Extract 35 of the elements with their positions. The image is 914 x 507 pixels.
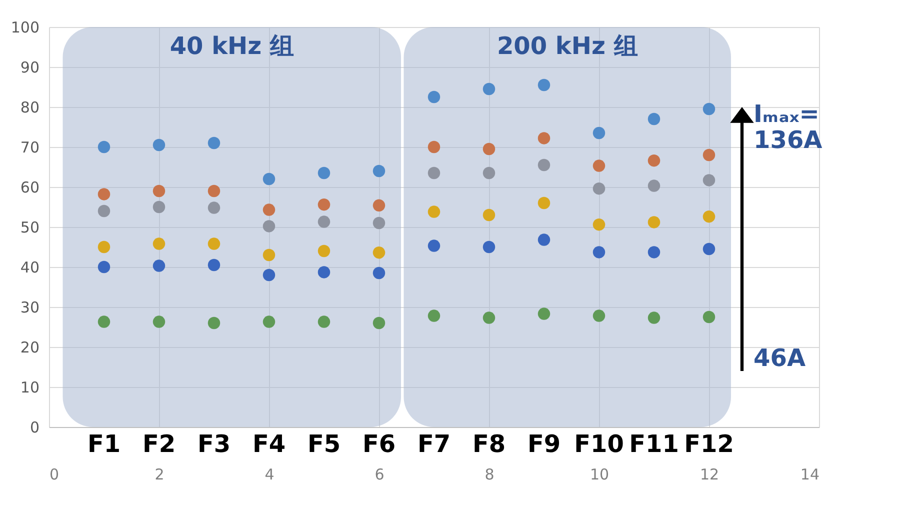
y-tick-label: 100 xyxy=(10,18,40,36)
x-tick-label: 14 xyxy=(800,466,820,484)
text: F7 xyxy=(417,430,451,458)
y-tick-label: 80 xyxy=(20,98,40,116)
text: F6 xyxy=(362,430,396,458)
y-tick-label: 20 xyxy=(20,338,40,356)
text: F4 xyxy=(252,430,286,458)
x-tick-label: 6 xyxy=(374,466,384,484)
x-tick-label: 12 xyxy=(700,466,720,484)
text: F1 xyxy=(87,430,121,458)
x-tick-label: 0 xyxy=(50,466,60,484)
y-tick-label: 90 xyxy=(20,58,40,76)
text: F2 xyxy=(142,430,176,458)
y-tick-label: 30 xyxy=(20,298,40,316)
y-tick-label: 70 xyxy=(20,138,40,156)
text: F3 xyxy=(197,430,231,458)
text: F8 xyxy=(472,430,506,458)
band-label: 200 kHz 组 xyxy=(496,32,638,60)
annotation: Iₘₐₓ= 136A xyxy=(754,100,823,154)
y-tick-label: 60 xyxy=(20,178,40,196)
x-tick-label: 10 xyxy=(590,466,610,484)
text: F11 xyxy=(629,430,679,458)
band-label: 40 kHz 组 xyxy=(170,32,294,60)
text: F10 xyxy=(574,430,624,458)
annotation: 46A xyxy=(754,344,806,372)
y-tick-label: 40 xyxy=(20,258,40,276)
text: F9 xyxy=(527,430,561,458)
x-tick-label: 2 xyxy=(154,466,164,484)
y-tick-label: 0 xyxy=(30,418,40,436)
x-tick-label: 8 xyxy=(484,466,494,484)
y-tick-label: 10 xyxy=(20,378,40,396)
text: F12 xyxy=(684,430,734,458)
text: F5 xyxy=(307,430,341,458)
y-tick-label: 50 xyxy=(20,218,40,236)
x-tick-label: 4 xyxy=(264,466,274,484)
